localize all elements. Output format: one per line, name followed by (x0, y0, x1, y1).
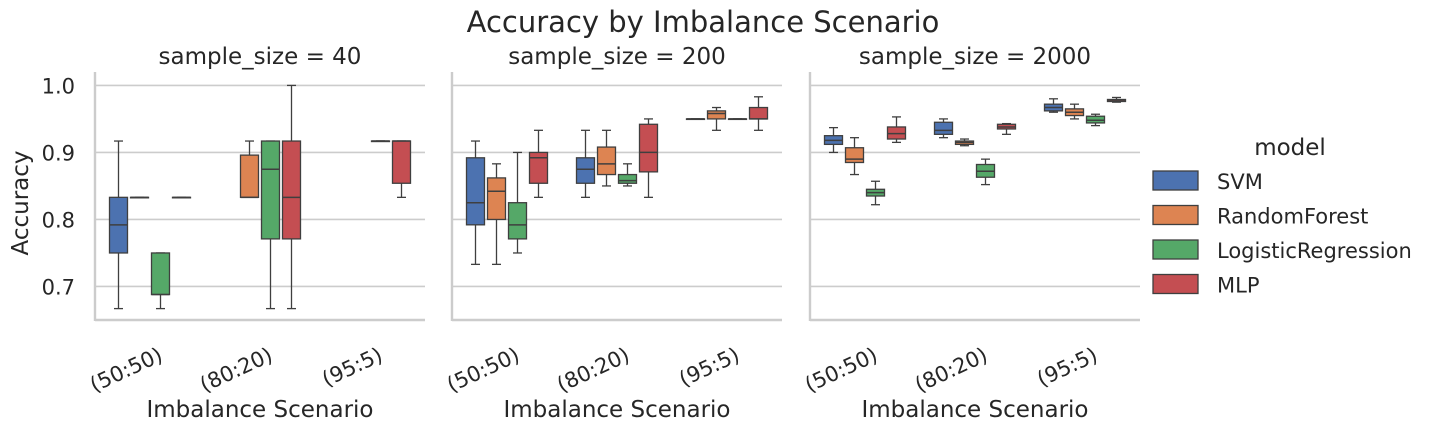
x-tick-label: (95:5) (318, 343, 386, 392)
panels-group: sample_size = 40 0.7 0.8 0.9 1.0 (50:50) (80:2… (42, 44, 1140, 423)
box-body (575, 157, 596, 184)
box-body (748, 106, 769, 120)
legend-item-mlp: MLP (1152, 273, 1259, 298)
box-logisticregression-3 (727, 118, 748, 121)
box-mlp-2 (638, 118, 659, 198)
box-randomforest-3 (706, 106, 727, 131)
x-tick-label: (95:5) (675, 343, 743, 392)
box-svm-1 (108, 140, 129, 310)
x-tick-label: (50:50) (86, 343, 166, 397)
legend-swatch (1152, 204, 1199, 226)
box-body (260, 140, 281, 240)
box-body (281, 140, 302, 240)
x-tick-label: (95:5) (1033, 343, 1101, 392)
x-axis-label: Imbalance Scenario (861, 397, 1088, 423)
box-svm-1 (465, 140, 486, 266)
box-mlp-1 (528, 129, 549, 198)
legend: model SVM RandomForest LogisticRegression ML… (1152, 135, 1412, 298)
box-randomforest-1 (486, 163, 507, 266)
box-svm-3 (1043, 98, 1064, 113)
box-randomforest-1 (844, 137, 865, 176)
x-tick-label: (50:50) (801, 343, 881, 397)
box-randomforest-2 (239, 140, 260, 199)
y-axis-label: Accuracy (8, 150, 34, 255)
box-randomforest-1 (129, 196, 150, 199)
box-randomforest-3 (1064, 103, 1085, 120)
box-logisticregression-2 (260, 140, 281, 310)
box-logisticregression-3 (1085, 113, 1106, 127)
box-logisticregression-3 (370, 140, 391, 143)
box-mlp-3 (1106, 96, 1127, 103)
box-body (638, 123, 659, 173)
y-tick-label: 0.7 (42, 275, 75, 299)
box-body (507, 202, 528, 240)
box-logisticregression-1 (150, 252, 171, 310)
panel-2: sample_size = 200 (50:50) (80:20) (95:5) Imb… (443, 44, 782, 423)
legend-title: model (1254, 135, 1326, 161)
box-logisticregression-1 (865, 180, 886, 206)
box-body (486, 177, 507, 221)
chart-title: Accuracy by Imbalance Scenario (467, 5, 940, 39)
legend-swatch (1152, 273, 1199, 295)
box-body (528, 151, 549, 184)
box-mlp-3 (748, 96, 769, 131)
box-body (150, 252, 171, 296)
box-logisticregression-2 (617, 163, 638, 187)
box-mlp-3 (391, 140, 412, 198)
legend-label: RandomForest (1217, 205, 1368, 229)
y-tick-label: 0.8 (42, 208, 75, 232)
panel-3: sample_size = 2000 (50:50) (80:20) (95:5) Im… (801, 44, 1140, 423)
x-axis-label: Imbalance Scenario (503, 397, 730, 423)
box-body (465, 157, 486, 226)
x-tick-label: (80:20) (911, 343, 991, 397)
box-mlp-1 (886, 116, 907, 144)
legend-swatch (1152, 170, 1199, 191)
box-body (239, 154, 260, 198)
box-logisticregression-2 (975, 158, 996, 186)
box-mlp-2 (281, 84, 302, 310)
panel-title: sample_size = 200 (508, 44, 726, 70)
box-logisticregression-1 (507, 151, 528, 254)
x-tick-label: (80:20) (196, 343, 276, 397)
legend-item-logisticregression: LogisticRegression (1152, 239, 1412, 263)
box-randomforest-2 (596, 129, 617, 187)
box-body (596, 146, 617, 176)
y-tick-label: 1.0 (42, 74, 75, 98)
y-tick-label: 0.9 (42, 141, 75, 165)
x-tick-label: (80:20) (553, 343, 633, 397)
box-svm-3 (685, 118, 706, 121)
legend-label: MLP (1217, 274, 1259, 298)
box-mlp-2 (996, 122, 1017, 135)
box-svm-2 (933, 118, 954, 139)
box-randomforest-2 (954, 138, 975, 147)
box-svm-2 (575, 129, 596, 198)
panel-title: sample_size = 40 (159, 44, 362, 70)
box-body (706, 110, 727, 120)
legend-item-randomforest: RandomForest (1152, 204, 1368, 229)
legend-swatch (1152, 239, 1199, 260)
panel-title: sample_size = 2000 (859, 44, 1091, 70)
box-body (844, 147, 865, 164)
x-axis-label: Imbalance Scenario (146, 397, 373, 423)
box-mlp-1 (171, 196, 192, 199)
x-tick-label: (50:50) (443, 343, 523, 397)
legend-item-svm: SVM (1152, 170, 1263, 194)
box-body (933, 121, 954, 135)
box-svm-1 (823, 126, 844, 154)
legend-label: SVM (1217, 170, 1263, 194)
box-body (391, 140, 412, 184)
panel-1: sample_size = 40 0.7 0.8 0.9 1.0 (50:50) (80:2… (42, 44, 425, 423)
legend-label: LogisticRegression (1217, 239, 1412, 263)
box-body (617, 173, 638, 184)
